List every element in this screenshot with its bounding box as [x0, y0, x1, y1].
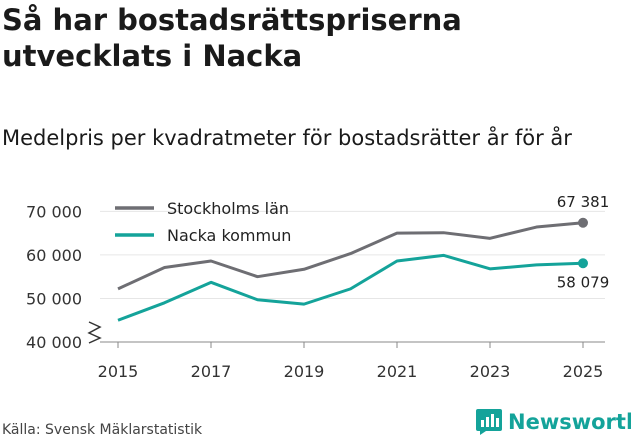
x-tick-label: 2025: [563, 362, 604, 381]
legend-label: Nacka kommun: [167, 226, 291, 245]
series-end-label: 67 381: [557, 193, 610, 211]
x-tick-label: 2015: [98, 362, 139, 381]
x-tick-label: 2023: [470, 362, 511, 381]
x-tick-label: 2021: [377, 362, 418, 381]
y-tick-label: 50 000: [26, 289, 82, 308]
source-note: Källa: Svensk Mäklarstatistik: [2, 422, 203, 438]
axis-break-icon: [87, 321, 102, 344]
line-chart: 40 000 50 000 60 000 70 000 2015 2017 2019 2021…: [26, 193, 610, 381]
y-tick-label: 40 000: [26, 333, 82, 352]
series-end-label: 58 079: [557, 273, 610, 291]
series-end-point: [578, 217, 588, 228]
legend-label: Stockholms län: [167, 199, 289, 218]
brand-logo: Newsworthy: [476, 409, 631, 435]
series-line-nacka-kommun: [117, 253, 584, 322]
x-tick-label: 2017: [191, 362, 232, 381]
series-end-point: [578, 258, 588, 269]
newsworthy-logo-icon: [476, 409, 502, 435]
y-tick-label: 60 000: [26, 246, 82, 265]
y-tick-label: 70 000: [26, 202, 82, 221]
x-tick-label: 2019: [284, 362, 325, 381]
series-line-stockholms-lan: [117, 221, 584, 291]
brand-name: Newsworthy: [508, 410, 631, 434]
chart-subtitle: Medelpris per kvadratmeter för bostadsrä…: [2, 126, 572, 150]
chart-title: Så har bostadsrättspriserna utvecklats i…: [2, 3, 462, 73]
